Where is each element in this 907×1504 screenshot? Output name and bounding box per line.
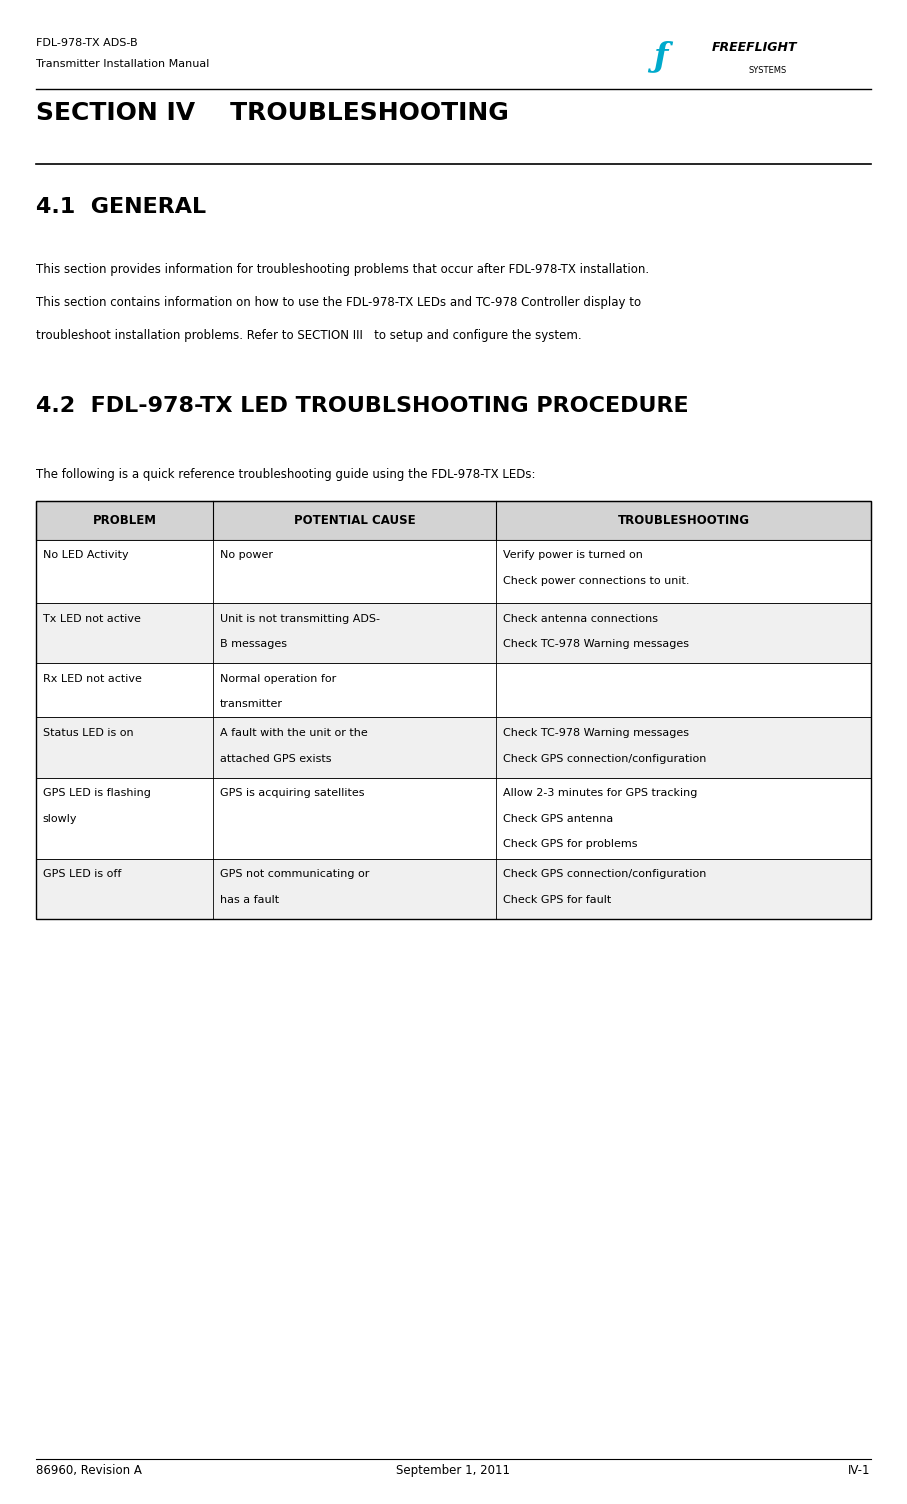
Text: FREEFLIGHT: FREEFLIGHT — [712, 41, 797, 54]
Text: Check TC-978 Warning messages: Check TC-978 Warning messages — [502, 639, 688, 650]
Text: TROUBLESHOOTING: TROUBLESHOOTING — [618, 514, 749, 526]
Text: Unit is not transmitting ADS-: Unit is not transmitting ADS- — [219, 614, 380, 624]
Text: troubleshoot installation problems. Refer to SECTION III   to setup and configur: troubleshoot installation problems. Refe… — [36, 329, 582, 343]
Text: Transmitter Installation Manual: Transmitter Installation Manual — [36, 59, 210, 69]
Bar — [36, 717, 871, 778]
Text: September 1, 2011: September 1, 2011 — [396, 1463, 511, 1477]
Text: A fault with the unit or the: A fault with the unit or the — [219, 728, 367, 738]
Text: PROBLEM: PROBLEM — [93, 514, 157, 526]
Text: Rx LED not active: Rx LED not active — [43, 674, 141, 684]
Text: Check GPS connection/configuration: Check GPS connection/configuration — [502, 754, 707, 764]
Text: 86960, Revision A: 86960, Revision A — [36, 1463, 142, 1477]
Bar — [36, 859, 871, 919]
Text: Verify power is turned on: Verify power is turned on — [502, 550, 643, 561]
Text: POTENTIAL CAUSE: POTENTIAL CAUSE — [294, 514, 415, 526]
Text: Normal operation for: Normal operation for — [219, 674, 336, 684]
Text: 4.1  GENERAL: 4.1 GENERAL — [36, 197, 207, 217]
Text: GPS LED is off: GPS LED is off — [43, 869, 121, 880]
Text: The following is a quick reference troubleshooting guide using the FDL-978-TX LE: The following is a quick reference troub… — [36, 468, 536, 481]
Text: Check TC-978 Warning messages: Check TC-978 Warning messages — [502, 728, 688, 738]
Bar — [36, 778, 871, 859]
Text: This section provides information for troubleshooting problems that occur after : This section provides information for tr… — [36, 263, 649, 277]
Text: attached GPS exists: attached GPS exists — [219, 754, 331, 764]
Text: Tx LED not active: Tx LED not active — [43, 614, 141, 624]
Text: ƒ: ƒ — [653, 41, 668, 74]
Text: Status LED is on: Status LED is on — [43, 728, 133, 738]
Text: transmitter: transmitter — [219, 699, 283, 710]
Text: GPS not communicating or: GPS not communicating or — [219, 869, 369, 880]
Text: Check GPS for fault: Check GPS for fault — [502, 895, 611, 905]
Text: GPS is acquiring satellites: GPS is acquiring satellites — [219, 788, 364, 799]
Bar — [36, 663, 871, 717]
Text: Allow 2-3 minutes for GPS tracking: Allow 2-3 minutes for GPS tracking — [502, 788, 697, 799]
Bar — [36, 501, 871, 540]
Text: B messages: B messages — [219, 639, 287, 650]
Text: FDL-978-TX ADS-B: FDL-978-TX ADS-B — [36, 38, 138, 48]
Text: 4.2  FDL-978-TX LED TROUBLSHOOTING PROCEDURE: 4.2 FDL-978-TX LED TROUBLSHOOTING PROCED… — [36, 396, 689, 415]
Bar — [36, 540, 871, 603]
Text: No LED Activity: No LED Activity — [43, 550, 128, 561]
Text: IV-1: IV-1 — [848, 1463, 871, 1477]
Bar — [36, 603, 871, 663]
Text: SECTION IV    TROUBLESHOOTING: SECTION IV TROUBLESHOOTING — [36, 101, 509, 125]
Text: Check GPS antenna: Check GPS antenna — [502, 814, 613, 824]
Text: SYSTEMS: SYSTEMS — [748, 66, 786, 75]
Text: Check GPS connection/configuration: Check GPS connection/configuration — [502, 869, 707, 880]
Text: Check antenna connections: Check antenna connections — [502, 614, 658, 624]
Text: has a fault: has a fault — [219, 895, 278, 905]
Text: Check GPS for problems: Check GPS for problems — [502, 839, 638, 850]
Text: GPS LED is flashing: GPS LED is flashing — [43, 788, 151, 799]
Bar — [36, 501, 871, 919]
Text: slowly: slowly — [43, 814, 77, 824]
Text: No power: No power — [219, 550, 273, 561]
Text: Check power connections to unit.: Check power connections to unit. — [502, 576, 689, 587]
Text: This section contains information on how to use the FDL-978-TX LEDs and TC-978 C: This section contains information on how… — [36, 296, 641, 310]
